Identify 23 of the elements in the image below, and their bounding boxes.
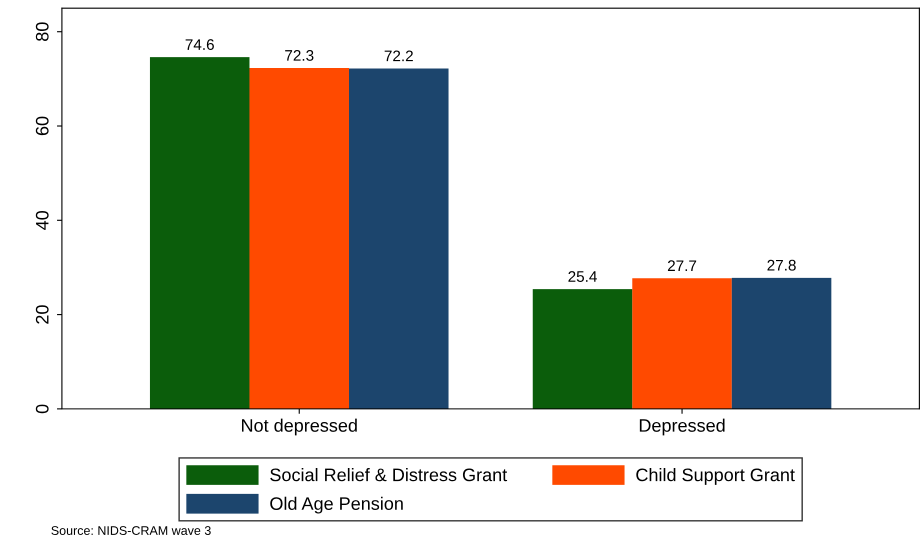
data-label: 72.2 [384,50,413,62]
data-label: 25.4 [568,271,597,282]
source-note: Source: NIDS-CRAM wave 3 [51,526,211,535]
x-tick-label: Depressed [640,418,725,436]
bar [249,68,350,409]
data-label: 27.8 [767,260,796,271]
bar [532,289,632,409]
bar [732,278,832,409]
y-tick-label: 40 [36,210,49,230]
bar [632,278,732,409]
y-tick-label: 80 [36,22,49,41]
legend-label: Social Relief & Distress Grant [270,468,508,482]
data-label: 74.6 [186,39,214,50]
data-label: 27.7 [668,260,696,271]
legend-label: Old Age Pension [270,496,403,514]
legend-label: Child Support Grant [636,468,795,485]
bar [349,68,449,409]
y-tick-label: 20 [36,305,49,324]
y-tick-label: 0 [36,404,49,414]
x-tick-label: Not depressed [242,418,357,436]
y-tick-label: 60 [36,116,49,136]
bar [150,57,250,409]
data-label: 72.3 [285,50,314,61]
